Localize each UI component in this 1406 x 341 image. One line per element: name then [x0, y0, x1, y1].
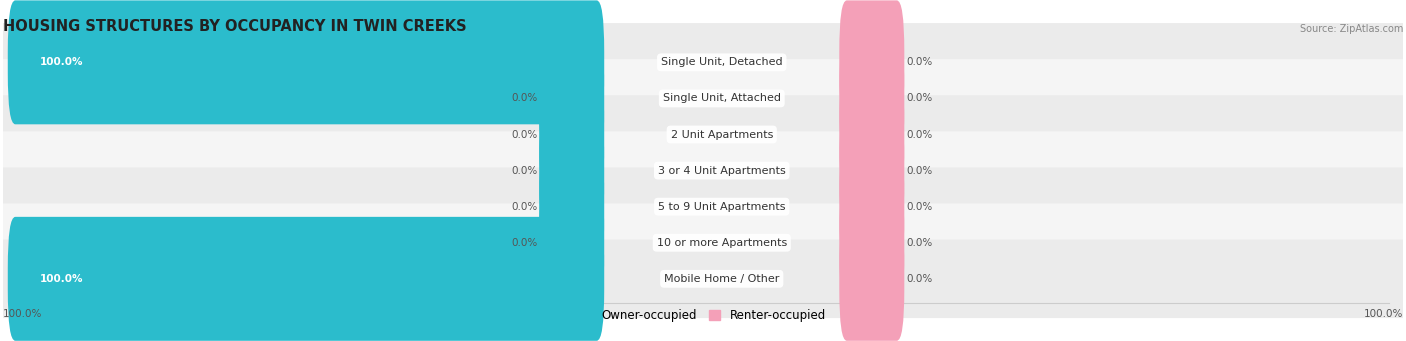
FancyBboxPatch shape: [0, 131, 1406, 210]
Text: 0.0%: 0.0%: [907, 57, 932, 67]
Text: 0.0%: 0.0%: [510, 130, 537, 139]
Text: 5 to 9 Unit Apartments: 5 to 9 Unit Apartments: [658, 202, 786, 212]
FancyBboxPatch shape: [839, 73, 904, 196]
Text: 100.0%: 100.0%: [3, 310, 42, 320]
Text: HOUSING STRUCTURES BY OCCUPANCY IN TWIN CREEKS: HOUSING STRUCTURES BY OCCUPANCY IN TWIN …: [3, 19, 467, 34]
FancyBboxPatch shape: [839, 109, 904, 233]
Text: 0.0%: 0.0%: [907, 166, 932, 176]
Text: 0.0%: 0.0%: [510, 166, 537, 176]
FancyBboxPatch shape: [538, 181, 605, 305]
Text: 0.0%: 0.0%: [510, 238, 537, 248]
Text: 3 or 4 Unit Apartments: 3 or 4 Unit Apartments: [658, 166, 786, 176]
Text: 0.0%: 0.0%: [907, 238, 932, 248]
FancyBboxPatch shape: [538, 36, 605, 160]
FancyBboxPatch shape: [0, 204, 1406, 282]
Text: Source: ZipAtlas.com: Source: ZipAtlas.com: [1301, 24, 1403, 34]
FancyBboxPatch shape: [0, 95, 1406, 174]
FancyBboxPatch shape: [538, 109, 605, 233]
Text: Mobile Home / Other: Mobile Home / Other: [664, 274, 779, 284]
Text: 0.0%: 0.0%: [510, 93, 537, 103]
FancyBboxPatch shape: [538, 145, 605, 269]
FancyBboxPatch shape: [839, 217, 904, 341]
FancyBboxPatch shape: [0, 240, 1406, 318]
FancyBboxPatch shape: [0, 59, 1406, 138]
FancyBboxPatch shape: [0, 23, 1406, 102]
FancyBboxPatch shape: [8, 0, 605, 124]
Text: 2 Unit Apartments: 2 Unit Apartments: [671, 130, 773, 139]
Text: Single Unit, Attached: Single Unit, Attached: [662, 93, 780, 103]
Text: 100.0%: 100.0%: [1364, 310, 1403, 320]
FancyBboxPatch shape: [8, 217, 605, 341]
Text: Single Unit, Detached: Single Unit, Detached: [661, 57, 783, 67]
Text: 0.0%: 0.0%: [907, 130, 932, 139]
FancyBboxPatch shape: [839, 0, 904, 124]
Text: 0.0%: 0.0%: [907, 202, 932, 212]
Text: 10 or more Apartments: 10 or more Apartments: [657, 238, 787, 248]
Text: 0.0%: 0.0%: [510, 202, 537, 212]
FancyBboxPatch shape: [538, 73, 605, 196]
Text: 100.0%: 100.0%: [41, 57, 84, 67]
FancyBboxPatch shape: [839, 181, 904, 305]
Text: 0.0%: 0.0%: [907, 93, 932, 103]
FancyBboxPatch shape: [0, 167, 1406, 246]
Text: 0.0%: 0.0%: [907, 274, 932, 284]
FancyBboxPatch shape: [839, 36, 904, 160]
Text: 100.0%: 100.0%: [41, 274, 84, 284]
FancyBboxPatch shape: [839, 145, 904, 269]
Legend: Owner-occupied, Renter-occupied: Owner-occupied, Renter-occupied: [579, 309, 827, 322]
